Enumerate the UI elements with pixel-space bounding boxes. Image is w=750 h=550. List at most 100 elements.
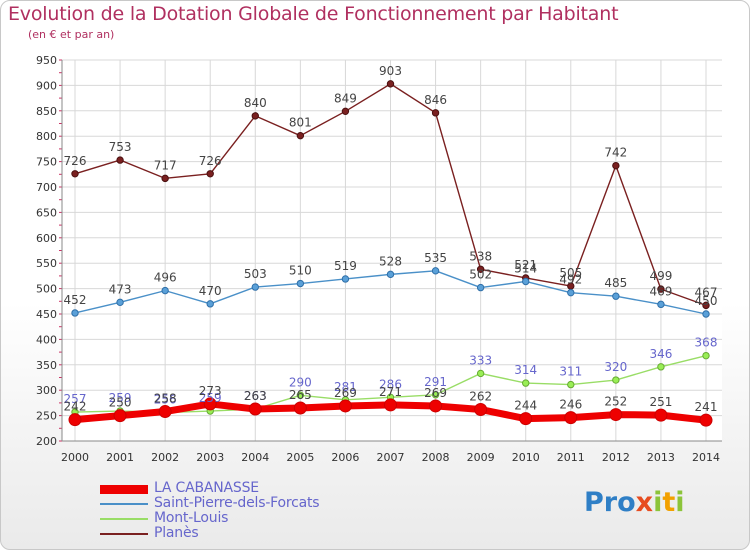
data-label-2: 256 [154, 393, 177, 407]
data-point-3 [612, 161, 620, 170]
data-label-3: 801 [289, 116, 312, 130]
x-tick-label: 2008 [422, 451, 450, 464]
data-label-3: 726 [64, 154, 87, 168]
data-point-0 [609, 408, 623, 422]
legend-item: Saint-Pierre-dels-Forcats [100, 495, 420, 512]
data-label-2: 320 [604, 360, 627, 374]
logo-part-i: i [653, 487, 663, 518]
data-point-1 [116, 298, 124, 307]
legend-item: LA CABANASSE [100, 480, 420, 497]
data-label-3: 467 [695, 285, 718, 299]
data-label-0: 246 [559, 398, 582, 412]
data-point-3 [386, 80, 395, 88]
x-tick-label: 2001 [106, 451, 134, 464]
data-label-2: 290 [289, 375, 312, 389]
data-label-0: 241 [695, 400, 718, 414]
data-point-1 [386, 270, 395, 279]
plot-area [62, 60, 722, 441]
data-point-0 [158, 405, 172, 419]
data-label-0: 252 [604, 395, 627, 409]
data-point-3 [161, 174, 169, 183]
data-point-2 [657, 363, 665, 371]
data-point-2 [702, 351, 710, 360]
data-label-0: 269 [334, 386, 357, 400]
data-point-2 [567, 380, 575, 389]
legend-swatch [100, 533, 148, 535]
y-tick-label: 600 [36, 232, 57, 245]
data-point-1 [341, 275, 350, 283]
data-label-1: 469 [649, 284, 672, 298]
y-tick-label: 700 [36, 181, 57, 194]
data-point-0 [338, 399, 352, 413]
data-point-1 [612, 292, 620, 300]
data-point-1 [296, 279, 305, 288]
legend-swatch [100, 503, 148, 505]
data-point-2 [612, 376, 620, 384]
data-point-1 [702, 310, 710, 318]
data-point-2 [431, 391, 440, 399]
legend-swatch [100, 484, 148, 494]
data-point-0 [519, 412, 533, 426]
data-label-0: 262 [469, 390, 492, 404]
data-label-1: 450 [695, 294, 718, 308]
data-label-1: 514 [514, 261, 537, 275]
data-label-1: 503 [244, 267, 267, 281]
legend-label: Planès [154, 525, 199, 541]
data-label-2: 368 [695, 336, 718, 350]
data-point-2 [476, 369, 485, 378]
x-tick-label: 2000 [61, 451, 89, 464]
y-tick-label: 400 [36, 333, 57, 346]
legend-swatch [100, 518, 148, 520]
data-label-1: 452 [64, 293, 87, 307]
data-label-2: 259 [199, 391, 222, 405]
x-tick-label: 2007 [377, 451, 405, 464]
data-point-0 [68, 413, 82, 427]
y-tick-label: 800 [36, 130, 57, 143]
data-label-1: 528 [379, 254, 402, 268]
data-label-3: 849 [334, 91, 357, 105]
data-point-3 [702, 301, 710, 310]
data-point-0 [248, 402, 262, 416]
legend-label: Mont-Louis [154, 510, 229, 526]
data-label-1: 485 [604, 276, 627, 290]
y-tick-label: 450 [36, 308, 57, 321]
x-tick-label: 2011 [557, 451, 585, 464]
data-label-2: 333 [469, 353, 492, 367]
data-point-0 [429, 399, 443, 413]
data-point-2 [296, 391, 305, 399]
data-label-2: 281 [334, 380, 357, 394]
legend-label: Saint-Pierre-dels-Forcats [154, 495, 320, 511]
data-label-3: 903 [379, 64, 402, 78]
y-tick-label: 750 [36, 156, 57, 169]
data-label-0: 244 [514, 399, 537, 413]
data-label-2: 311 [559, 365, 582, 379]
data-label-1: 535 [424, 251, 447, 265]
x-tick-label: 2005 [286, 451, 314, 464]
data-label-1: 492 [559, 273, 582, 287]
x-tick-label: 2013 [647, 451, 675, 464]
data-label-0: 250 [109, 396, 132, 410]
data-label-3: 499 [649, 269, 672, 283]
data-point-0 [384, 398, 397, 412]
y-tick-label: 300 [36, 384, 57, 397]
data-point-0 [654, 408, 668, 422]
data-point-0 [699, 413, 713, 427]
data-point-3 [206, 170, 214, 178]
data-point-0 [474, 403, 488, 417]
data-label-2: 263 [244, 389, 267, 403]
data-label-0: 265 [289, 388, 312, 402]
legend-item: Mont-Louis [100, 510, 420, 527]
data-label-3: 753 [109, 140, 132, 154]
data-point-1 [431, 267, 440, 275]
proxiti-logo: Proxiti [584, 487, 685, 518]
y-tick-label: 900 [36, 79, 57, 92]
legend: LA CABANASSE Saint-Pierre-dels-Forcats Mon… [100, 480, 420, 542]
x-tick-label: 2004 [241, 451, 269, 464]
x-tick-label: 2002 [151, 451, 179, 464]
data-label-1: 502 [469, 268, 492, 282]
data-point-3 [431, 109, 440, 117]
logo-part-t: t [662, 487, 676, 518]
data-point-3 [657, 285, 665, 293]
data-label-3: 846 [424, 93, 447, 107]
